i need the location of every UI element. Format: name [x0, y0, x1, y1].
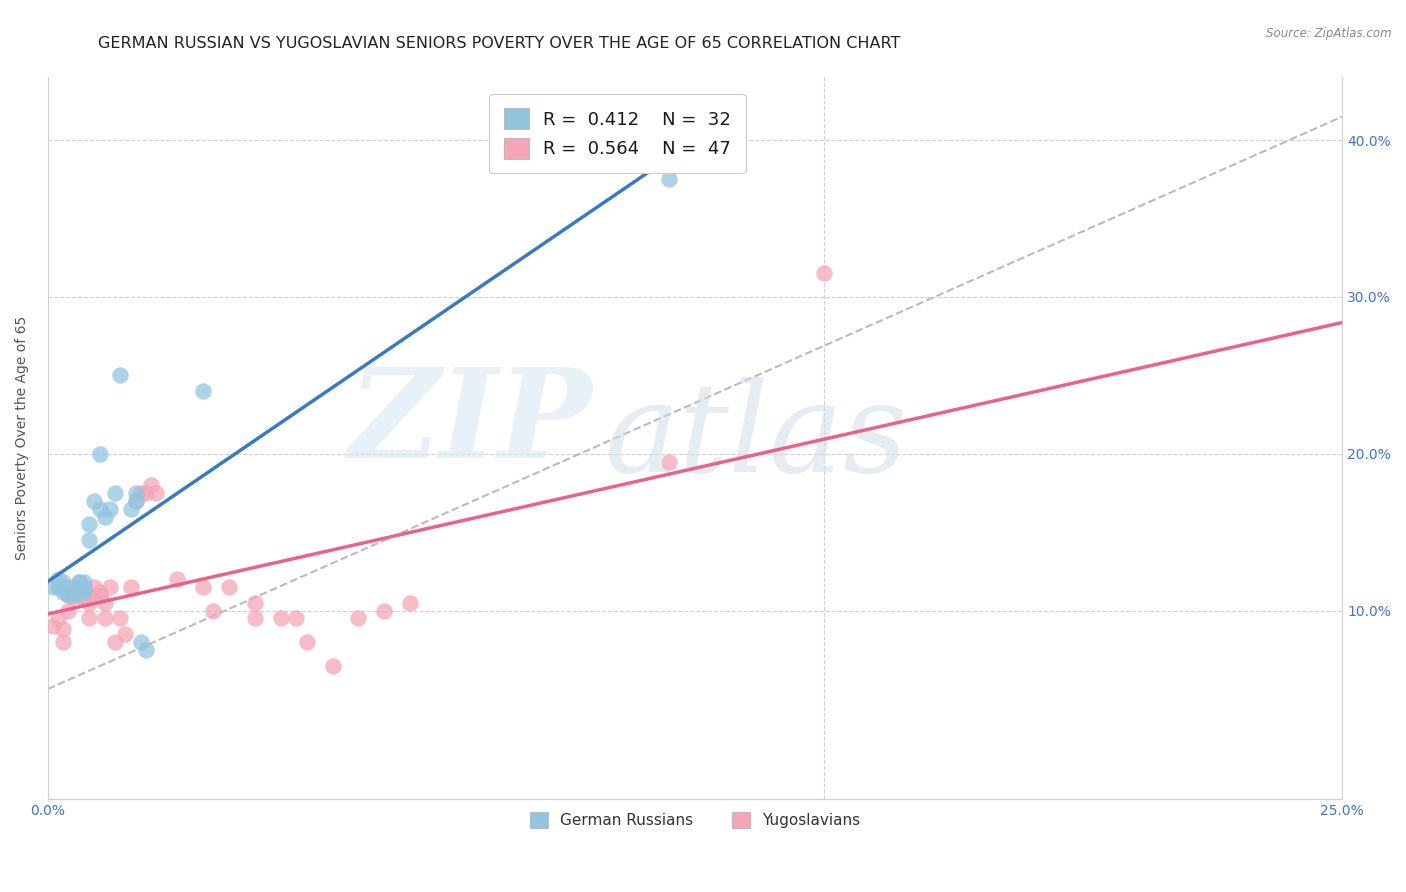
Point [218, 580, 240, 594]
Point [191, 384, 214, 398]
Point [141, 478, 163, 492]
Point [77, 533, 100, 547]
Point [62, 580, 84, 594]
Point [46, 572, 69, 586]
Point [270, 611, 292, 625]
Point [77, 596, 100, 610]
Point [243, 611, 266, 625]
Point [658, 172, 681, 186]
Point [104, 635, 127, 649]
Point [295, 635, 318, 649]
Text: ZIP: ZIP [347, 363, 592, 484]
Point [125, 494, 148, 508]
Point [67, 575, 90, 590]
Point [67, 580, 90, 594]
Point [110, 368, 132, 383]
Point [399, 596, 422, 610]
Point [73, 591, 96, 606]
Point [67, 575, 90, 590]
Point [98, 580, 121, 594]
Point [73, 580, 96, 594]
Point [52, 580, 75, 594]
Point [83, 580, 105, 594]
Point [89, 584, 111, 599]
Point [77, 611, 100, 625]
Point [62, 584, 84, 599]
Point [58, 588, 80, 602]
Point [129, 486, 152, 500]
Point [243, 596, 266, 610]
Point [120, 501, 142, 516]
Point [135, 486, 157, 500]
Point [46, 580, 69, 594]
Point [89, 501, 111, 516]
Point [42, 580, 65, 594]
Point [52, 623, 75, 637]
Point [52, 584, 75, 599]
Point [813, 267, 835, 281]
Point [89, 588, 111, 602]
Point [52, 635, 75, 649]
Point [120, 580, 142, 594]
Point [42, 619, 65, 633]
Legend: German Russians, Yugoslavians: German Russians, Yugoslavians [523, 806, 866, 835]
Point [135, 643, 157, 657]
Point [104, 486, 127, 500]
Point [191, 580, 214, 594]
Point [93, 509, 115, 524]
Point [77, 517, 100, 532]
Point [347, 611, 370, 625]
Point [322, 658, 344, 673]
Point [98, 501, 121, 516]
Point [93, 596, 115, 610]
Point [46, 611, 69, 625]
Point [373, 604, 395, 618]
Text: atlas: atlas [605, 377, 908, 499]
Point [114, 627, 136, 641]
Point [166, 572, 188, 586]
Point [67, 584, 90, 599]
Point [129, 635, 152, 649]
Point [73, 580, 96, 594]
Text: GERMAN RUSSIAN VS YUGOSLAVIAN SENIORS POVERTY OVER THE AGE OF 65 CORRELATION CHA: GERMAN RUSSIAN VS YUGOSLAVIAN SENIORS PO… [98, 36, 901, 51]
Point [145, 486, 167, 500]
Y-axis label: Seniors Poverty Over the Age of 65: Seniors Poverty Over the Age of 65 [15, 316, 30, 560]
Text: Source: ZipAtlas.com: Source: ZipAtlas.com [1267, 27, 1392, 40]
Point [285, 611, 308, 625]
Point [73, 575, 96, 590]
Point [58, 580, 80, 594]
Point [52, 575, 75, 590]
Point [110, 611, 132, 625]
Point [67, 584, 90, 599]
Point [67, 580, 90, 594]
Point [73, 584, 96, 599]
Point [125, 494, 148, 508]
Point [89, 447, 111, 461]
Point [58, 604, 80, 618]
Point [125, 486, 148, 500]
Point [93, 611, 115, 625]
Point [83, 494, 105, 508]
Point [83, 588, 105, 602]
Point [202, 604, 225, 618]
Point [58, 588, 80, 602]
Point [62, 588, 84, 602]
Point [658, 455, 681, 469]
Point [73, 584, 96, 599]
Point [62, 591, 84, 606]
